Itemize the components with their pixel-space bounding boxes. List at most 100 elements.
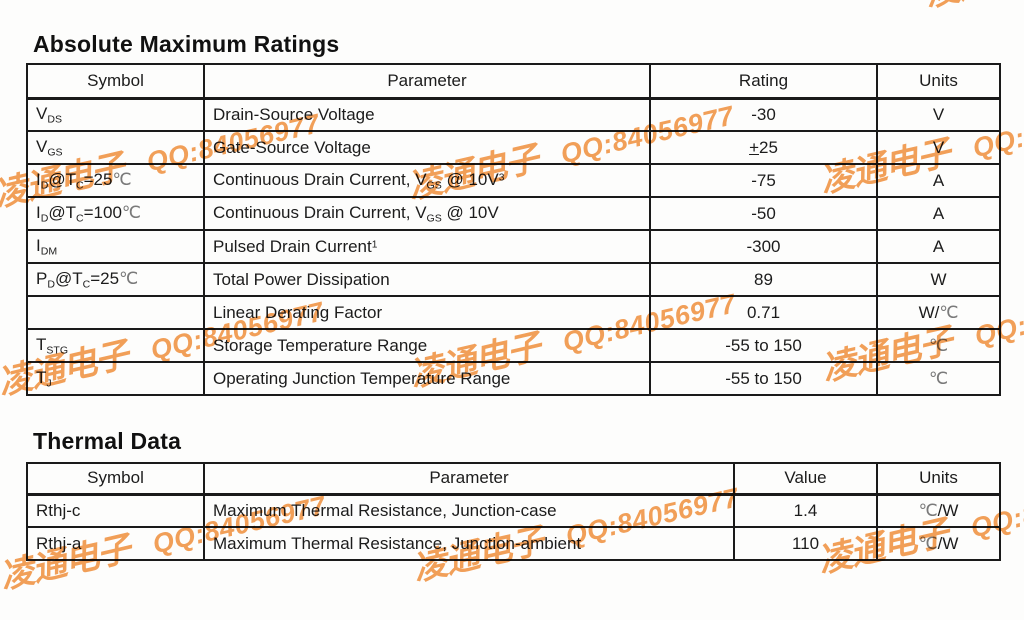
column-header-value: Value <box>733 462 878 496</box>
table-header-row: Symbol Parameter Value Units <box>26 462 1001 496</box>
table-row: VGS Gate-Source Voltage +25 V <box>26 130 1001 165</box>
text-segment: V <box>932 137 945 157</box>
text-segment: -50 <box>751 203 776 223</box>
cell-parameter: Continuous Drain Current, VGS @ 10V3 <box>203 163 651 198</box>
text-segment: Linear Derating Factor <box>213 302 383 322</box>
cell-symbol: Rthj-c <box>26 493 205 528</box>
text-segment: ℃ <box>121 202 141 222</box>
table-row: Linear Derating Factor 0.71 W/℃ <box>26 295 1001 330</box>
cell-parameter: Continuous Drain Current, VGS @ 10V <box>203 196 651 231</box>
table-row: ID@TC=25℃ Continuous Drain Current, VGS @… <box>26 163 1001 198</box>
text-segment: @T <box>54 268 83 288</box>
table-header-row: Symbol Parameter Rating Units <box>26 63 1001 100</box>
cell-rating: -55 to 150 <box>649 328 878 363</box>
cell-symbol: TJ <box>26 361 205 396</box>
text-segment: STG <box>46 344 69 357</box>
text-segment: -55 to 150 <box>725 335 802 355</box>
cell-symbol: PD@TC=25℃ <box>26 262 205 297</box>
table-row: IDM Pulsed Drain Current1 -300 A <box>26 229 1001 264</box>
cell-units: ℃ <box>876 361 1001 396</box>
cell-rating: +25 <box>649 130 878 165</box>
cell-units: A <box>876 229 1001 264</box>
text-segment: D <box>40 179 49 192</box>
cell-parameter: Drain-Source Voltage <box>203 97 651 132</box>
text-segment: Total Power Dissipation <box>213 269 390 289</box>
text-segment: DS <box>47 113 62 126</box>
text-segment: @ 10V <box>441 202 499 222</box>
absolute-maximum-ratings-table: Symbol Parameter Rating Units VDS Drain-S… <box>26 63 1001 396</box>
cell-parameter: Pulsed Drain Current1 <box>203 229 651 264</box>
text-segment: W <box>930 269 947 289</box>
thermal-data-table: Symbol Parameter Value Units Rthj-c Maxim… <box>26 462 1001 561</box>
cell-rating: -75 <box>649 163 878 198</box>
text-segment: ℃ <box>928 368 949 388</box>
text-segment: Drain-Source Voltage <box>213 104 375 124</box>
text-segment: A <box>932 203 945 223</box>
text-segment: P <box>36 268 48 288</box>
text-segment: T <box>36 334 47 354</box>
text-segment: C <box>76 179 84 192</box>
cell-rating: -55 to 150 <box>649 361 878 396</box>
text-segment: ℃ <box>939 302 959 322</box>
cell-symbol: IDM <box>26 229 205 264</box>
section-title-absolute-maximum-ratings: Absolute Maximum Ratings <box>33 31 340 57</box>
text-segment: 89 <box>754 269 773 289</box>
text-segment: ℃ <box>112 169 132 189</box>
text-segment: I <box>36 202 41 222</box>
text-segment: -75 <box>751 170 776 190</box>
cell-units: W/℃ <box>876 295 1001 330</box>
cell-units: ℃ <box>876 328 1001 363</box>
text-segment: 1 <box>371 238 378 250</box>
cell-units: ℃/W <box>876 493 1001 528</box>
cell-rating: 110 <box>733 526 878 561</box>
column-header-rating: Rating <box>649 63 878 100</box>
cell-rating: 1.4 <box>733 493 878 528</box>
table-row: TSTG Storage Temperature Range -55 to 150 ℃ <box>26 328 1001 363</box>
cell-symbol: TSTG <box>26 328 205 363</box>
table-row: ID@TC=100℃ Continuous Drain Current, VGS … <box>26 196 1001 231</box>
table-row: Rthj-c Maximum Thermal Resistance, Juncti… <box>26 493 1001 528</box>
text-segment: 3 <box>498 172 505 184</box>
text-segment: J <box>46 377 52 390</box>
cell-units: A <box>876 163 1001 198</box>
text-segment: Pulsed Drain Current <box>213 236 372 256</box>
cell-rating: 89 <box>649 262 878 297</box>
text-segment: V <box>36 136 48 156</box>
cell-rating: -30 <box>649 97 878 132</box>
text-segment: C <box>82 278 91 291</box>
text-segment: V <box>36 104 48 124</box>
column-header-units: Units <box>876 462 1001 496</box>
cell-units: V <box>876 130 1001 165</box>
section-title-thermal-data: Thermal Data <box>33 428 182 454</box>
column-header-parameter: Parameter <box>203 462 735 496</box>
cell-parameter: Maximum Thermal Resistance, Junction-cas… <box>203 493 735 528</box>
cell-units: W <box>876 262 1001 297</box>
cell-rating: -300 <box>649 229 878 264</box>
cell-units: A <box>876 196 1001 231</box>
text-segment: Operating Junction Temperature Range <box>213 368 511 388</box>
column-header-units: Units <box>876 63 1001 100</box>
text-segment: D <box>40 212 49 225</box>
text-segment: @ 10V <box>441 169 499 189</box>
column-header-symbol: Symbol <box>26 63 205 100</box>
text-segment: =25 <box>90 268 120 288</box>
table-row: PD@TC=25℃ Total Power Dissipation 89 W <box>26 262 1001 297</box>
text-segment: GS <box>426 212 442 225</box>
text-segment: /W <box>937 533 959 553</box>
text-segment: + <box>749 137 759 157</box>
cell-parameter: Storage Temperature Range <box>203 328 651 363</box>
text-segment: A <box>932 236 945 256</box>
text-segment: =25 <box>83 169 113 189</box>
cell-parameter: Operating Junction Temperature Range <box>203 361 651 396</box>
text-segment: @T <box>48 169 76 189</box>
text-segment: ℃ <box>119 268 139 288</box>
text-segment: =100 <box>83 202 122 222</box>
text-segment: Storage Temperature Range <box>213 335 428 355</box>
cell-rating: -50 <box>649 196 878 231</box>
text-segment: I <box>36 235 41 255</box>
text-segment: T <box>36 367 47 387</box>
text-segment: Gate-Source Voltage <box>213 137 371 157</box>
text-segment: ℃ <box>918 533 938 553</box>
cell-parameter: Maximum Thermal Resistance, Junction-amb… <box>203 526 735 561</box>
